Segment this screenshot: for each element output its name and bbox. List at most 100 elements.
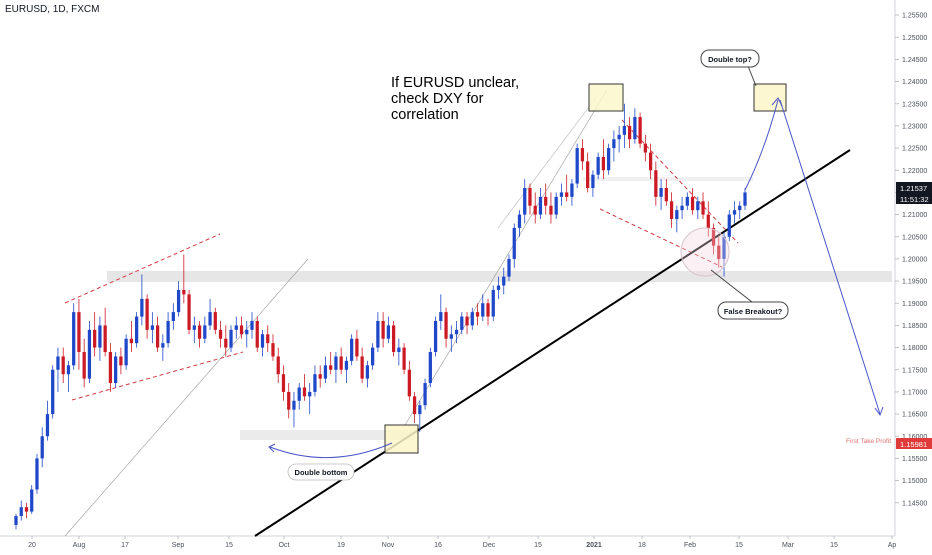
candle-body [339, 356, 343, 370]
candle [538, 187, 543, 220]
candle-body [648, 152, 653, 171]
candle [260, 329, 265, 357]
candle-body [192, 325, 196, 330]
candle [423, 378, 427, 410]
candle-body [412, 396, 417, 415]
resistance-zone [107, 271, 892, 282]
candle [743, 187, 747, 211]
candle [276, 347, 280, 384]
candle-body [135, 316, 139, 344]
candle [245, 320, 249, 348]
candle [528, 183, 532, 215]
candle-body [30, 489, 34, 512]
candle [66, 360, 71, 392]
candle-body [612, 139, 616, 149]
candle [161, 334, 165, 361]
candle [350, 334, 354, 366]
candle [30, 485, 34, 514]
candle-body [302, 387, 307, 397]
candle-body [512, 227, 516, 259]
x-tick-label: 20 [28, 542, 36, 549]
false-breakout-callout-text: False Breakout? [724, 307, 783, 316]
candle [166, 312, 170, 348]
target-price-text: 1.15981 [900, 440, 927, 449]
candle [271, 334, 275, 361]
candle-body [197, 325, 202, 339]
symbol-label: EURUSD, 1D, FXCM [5, 4, 100, 15]
candle-body [664, 187, 668, 202]
candle-body [428, 352, 432, 384]
candle-body [234, 325, 238, 330]
candle [35, 453, 39, 494]
candle-body [706, 214, 710, 228]
candle [638, 112, 642, 149]
candle-body [45, 414, 50, 437]
candle [706, 201, 710, 237]
candle-body [77, 312, 81, 353]
candle-body [711, 227, 716, 246]
candle-body [738, 205, 742, 211]
y-tick-label: 1.15500 [902, 456, 927, 463]
first-take-profit-label: First Take Profit [846, 438, 891, 445]
candle-body [376, 320, 380, 348]
double-bottom-arrowhead [268, 443, 276, 453]
candle-body [344, 360, 349, 370]
candle-body [475, 312, 480, 317]
candle-body [528, 187, 532, 206]
countdown-tag [896, 193, 932, 204]
current-price-text: 1.21537 [900, 184, 927, 193]
candle [365, 360, 370, 388]
candle [292, 391, 296, 428]
candle-body [538, 196, 543, 215]
countdown-text: 11:51:32 [900, 195, 929, 204]
candle-body [696, 201, 700, 211]
candle [344, 356, 349, 384]
candle [266, 325, 270, 353]
candle [323, 356, 328, 384]
candle [669, 192, 674, 228]
candle [601, 139, 606, 180]
projection-arrowhead-bottom [874, 406, 884, 417]
candle [229, 325, 233, 353]
candle-body [460, 316, 464, 330]
candle-body [491, 289, 495, 317]
x-tick-label: Dec [483, 542, 496, 549]
candle-body [245, 329, 249, 335]
candle-body [575, 148, 579, 184]
candle-body [365, 365, 370, 379]
candle-body [103, 325, 107, 353]
x-tick-label: Sep [172, 542, 185, 549]
candle-body [732, 210, 737, 215]
candle-body [334, 356, 338, 370]
candle [690, 187, 695, 215]
y-tick-label: 1.20500 [902, 234, 927, 241]
candle-body [596, 156, 600, 175]
candle-body [287, 391, 291, 410]
candle [150, 312, 154, 344]
candle-body [523, 187, 527, 215]
y-tick-label: 1.25000 [902, 35, 927, 42]
candle [114, 352, 118, 388]
candle-body [407, 369, 411, 397]
candle-body [35, 458, 39, 490]
candle-body [61, 356, 65, 375]
candle [496, 276, 501, 299]
x-tick-label: 15 [830, 542, 838, 549]
candle-body [439, 312, 443, 321]
candle-body [360, 356, 364, 379]
candle-body [260, 334, 265, 348]
candle [732, 201, 737, 224]
x-tick-label: 2021 [586, 542, 602, 549]
candle-body [72, 312, 76, 366]
candle [224, 325, 228, 357]
candle [108, 343, 113, 392]
candle [711, 223, 716, 255]
double-top-callout [700, 49, 760, 68]
candle-body [93, 329, 97, 348]
candle [119, 347, 123, 375]
y-tick-label: 1.15000 [902, 478, 927, 485]
wedge-upper-line [64, 233, 221, 304]
candle [627, 117, 632, 149]
projection-down-leg [779, 99, 881, 415]
